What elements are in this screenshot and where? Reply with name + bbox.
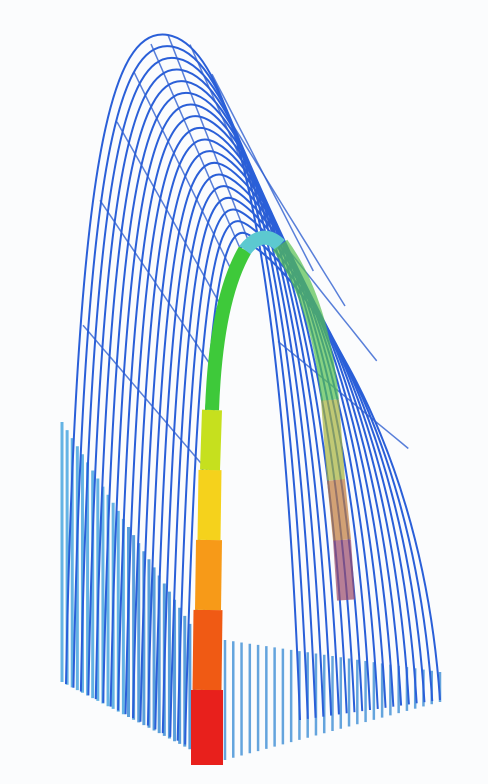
meridian bbox=[167, 34, 251, 246]
tube-segment bbox=[200, 409, 222, 471]
tube-segment bbox=[327, 479, 351, 541]
tube-segment bbox=[239, 230, 285, 255]
meridian bbox=[189, 44, 283, 252]
tube bbox=[191, 230, 355, 765]
meridian bbox=[150, 43, 243, 253]
meridian bbox=[233, 126, 346, 307]
tube-segment bbox=[333, 539, 355, 601]
meridian bbox=[277, 340, 409, 450]
tube-segment bbox=[272, 239, 339, 401]
wireframe bbox=[60, 33, 442, 760]
tube-segment bbox=[321, 399, 345, 481]
meridian bbox=[133, 71, 234, 275]
tube-segment bbox=[197, 469, 222, 541]
meridian bbox=[99, 199, 218, 375]
tube-segment bbox=[195, 539, 222, 611]
meridian bbox=[82, 324, 209, 473]
meridian bbox=[116, 121, 226, 314]
tube-segment bbox=[192, 609, 223, 691]
tube-segment bbox=[205, 246, 252, 411]
